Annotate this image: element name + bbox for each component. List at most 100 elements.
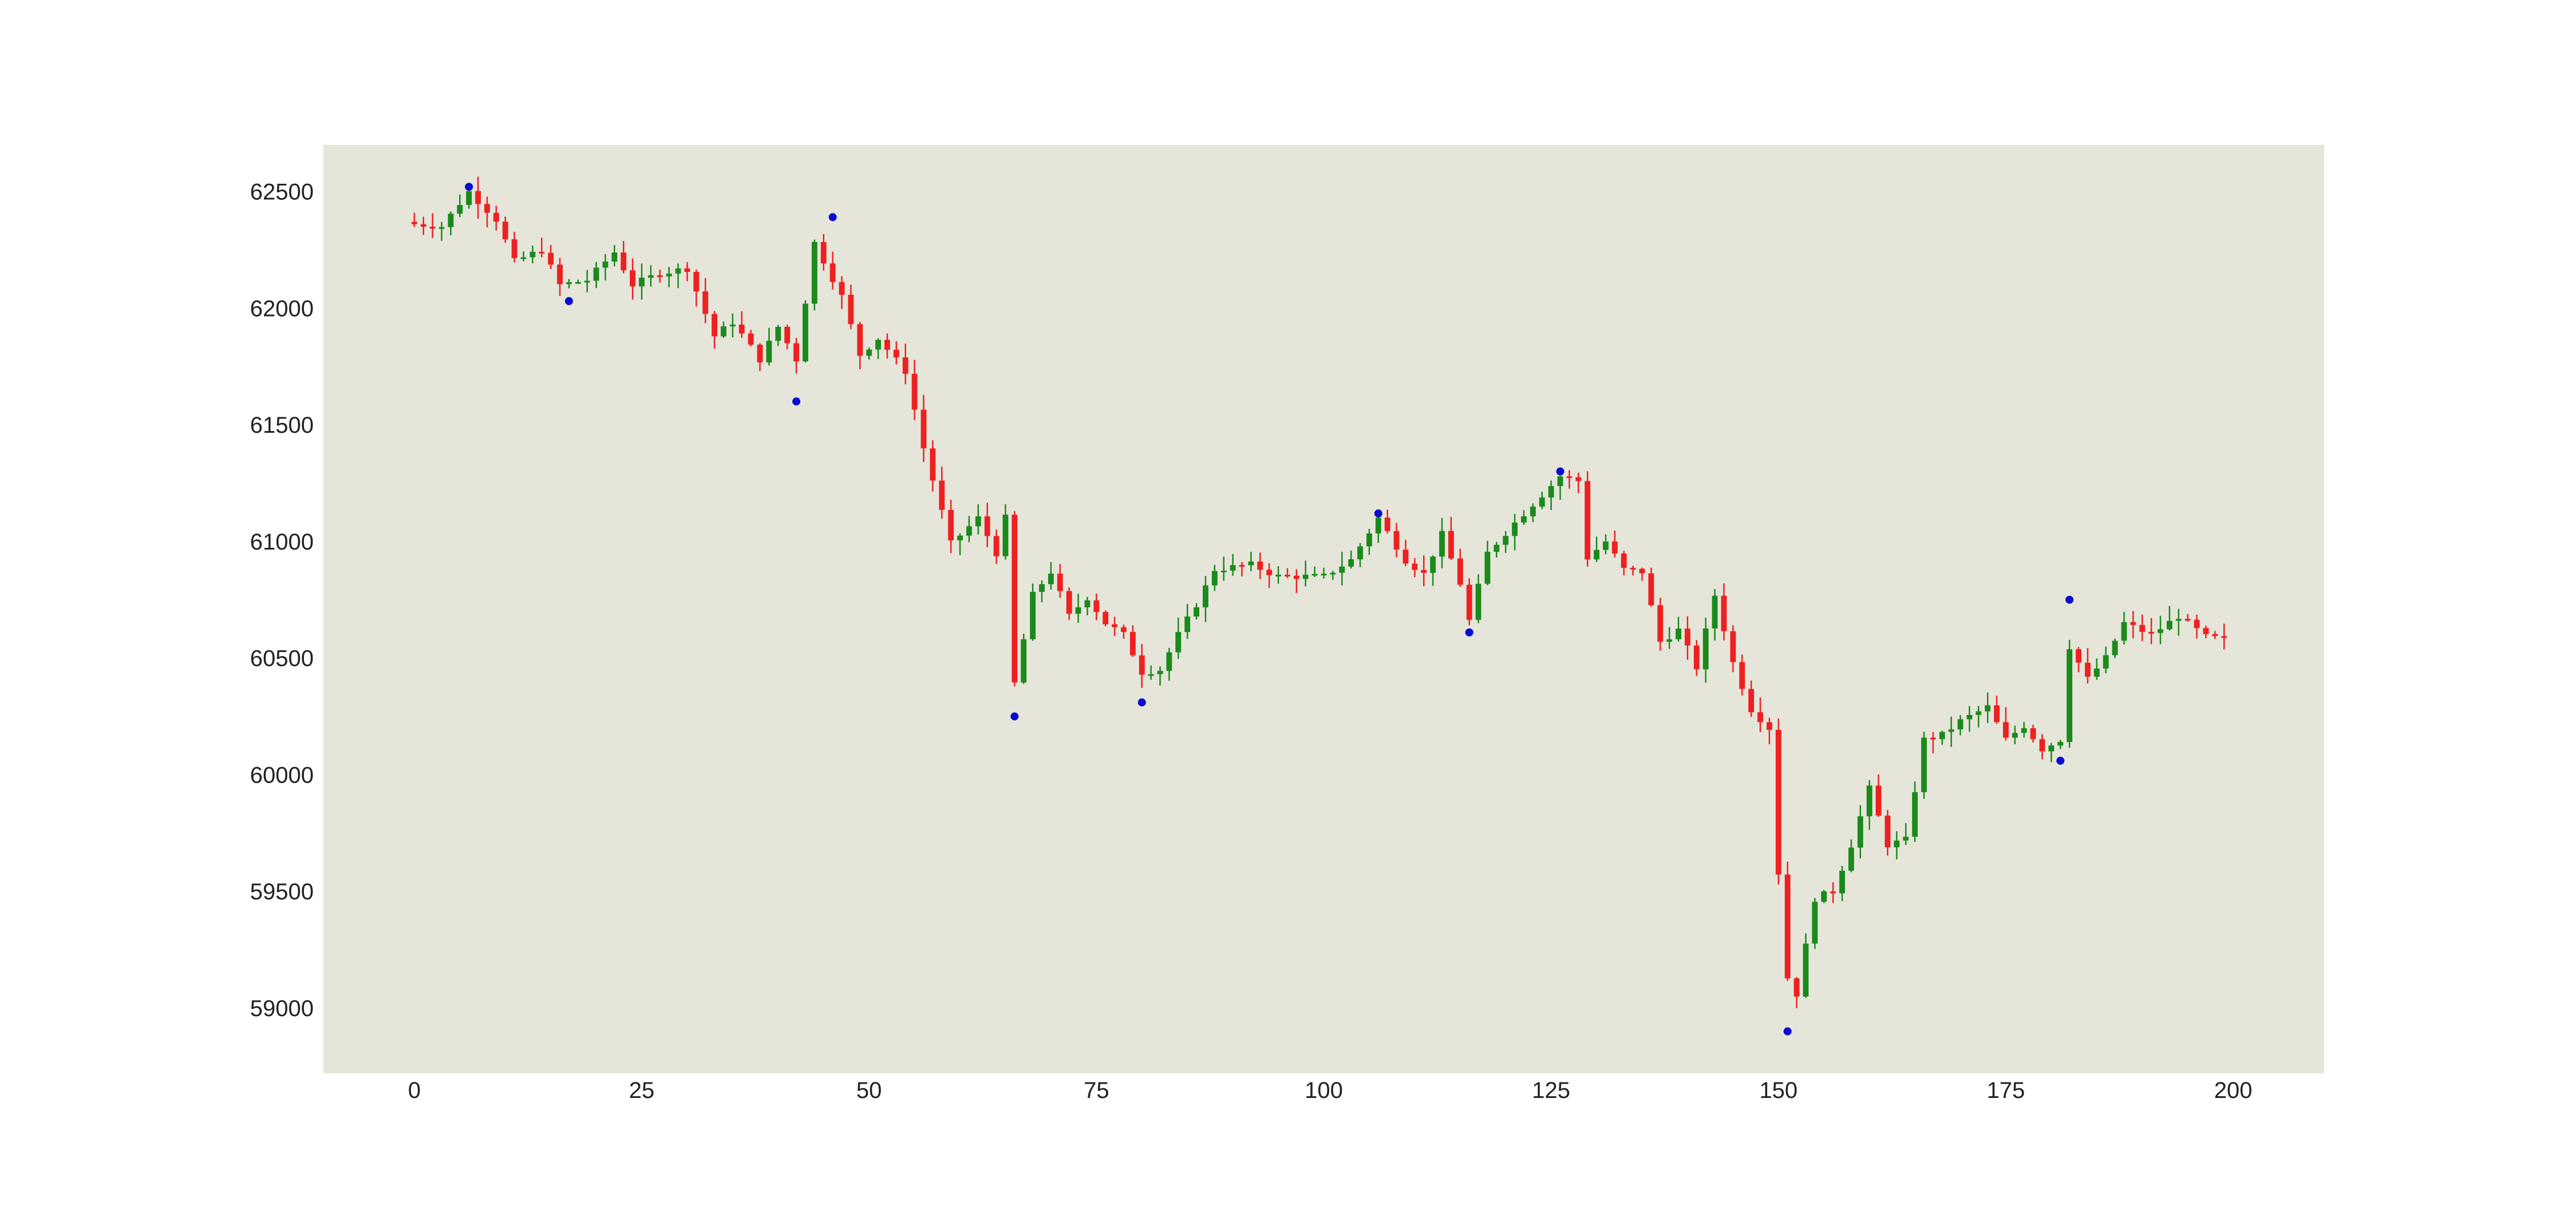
candle — [1166, 647, 1172, 681]
candle — [1266, 563, 1273, 588]
candle — [1767, 717, 1772, 745]
candle — [1812, 898, 1818, 949]
candle — [675, 263, 681, 289]
candle — [1021, 633, 1027, 684]
candle-body — [1357, 546, 1363, 560]
candle-body — [1521, 516, 1527, 523]
candle — [1075, 594, 1081, 623]
candle-body — [1175, 632, 1182, 653]
candle — [1575, 472, 1582, 493]
y-tick-label: 62500 — [250, 180, 314, 205]
candle-body — [1539, 497, 1545, 507]
y-tick-label: 61000 — [250, 530, 314, 555]
candle — [1275, 566, 1281, 584]
candle-body — [630, 270, 636, 287]
candle-body — [984, 516, 990, 536]
candle — [1057, 564, 1063, 598]
candle — [1875, 775, 1882, 817]
candle-body — [1884, 815, 1891, 848]
candle — [611, 245, 618, 267]
candle — [1512, 513, 1518, 551]
candle — [1348, 550, 1354, 569]
candle — [939, 467, 945, 519]
candle — [1339, 551, 1345, 586]
candle-body — [2167, 621, 2172, 630]
candle — [1430, 555, 1436, 586]
candle — [1676, 617, 1681, 642]
candle-body — [911, 373, 918, 410]
candle-body — [939, 480, 945, 510]
candle — [1630, 566, 1636, 576]
candle-body — [1857, 816, 1863, 848]
y-tick-label: 62000 — [250, 296, 314, 321]
candle — [948, 500, 954, 554]
candle-body — [1475, 583, 1481, 620]
candle-body — [2048, 745, 2055, 752]
candle-body — [1666, 639, 1673, 642]
candle-body — [1375, 517, 1381, 534]
candle-body — [1994, 705, 2000, 722]
candle-body — [920, 409, 927, 449]
candle-body — [857, 324, 863, 356]
candle — [1939, 730, 1945, 745]
x-tick-label: 50 — [856, 1078, 882, 1103]
candle-body — [602, 261, 609, 268]
candle-body — [2021, 728, 2027, 733]
candle-body — [1821, 891, 1827, 902]
candle — [1693, 640, 1700, 676]
candle-body — [593, 267, 599, 281]
candle-body — [1657, 605, 1664, 642]
y-tick-label: 59500 — [250, 879, 314, 904]
candle — [2203, 625, 2209, 639]
candle — [2221, 623, 2227, 650]
candle-body — [793, 343, 800, 362]
candle — [1657, 598, 1664, 651]
candle — [684, 262, 690, 282]
candle — [1830, 882, 1836, 903]
candle — [1903, 823, 1909, 846]
candle — [2103, 646, 2109, 674]
marker-point — [465, 183, 473, 191]
x-tick-label: 150 — [1759, 1078, 1797, 1103]
candle-body — [2085, 662, 2091, 677]
candle-body — [1630, 567, 1636, 570]
candle — [784, 325, 791, 350]
candle — [1466, 578, 1472, 626]
marker-point — [1465, 628, 1473, 637]
candle — [839, 276, 845, 309]
candle-body — [729, 324, 736, 327]
marker-point — [1374, 509, 1382, 517]
candle — [530, 246, 536, 263]
candle-body — [1002, 515, 1009, 556]
candle-body — [1430, 556, 1436, 573]
candle-body — [1875, 785, 1882, 816]
candle — [1103, 610, 1109, 627]
candle — [2012, 725, 2018, 744]
candle — [1803, 933, 1809, 998]
candle — [1884, 809, 1891, 856]
candle — [1639, 567, 1645, 581]
candle-body — [539, 251, 545, 254]
candle-body — [2194, 619, 2200, 629]
candle — [438, 222, 445, 241]
candle-body — [420, 224, 426, 227]
candle-body — [1793, 978, 1800, 997]
candle — [803, 300, 808, 363]
candle-body — [621, 252, 627, 271]
marker-point — [2065, 595, 2074, 604]
candle-body — [684, 268, 690, 272]
candle — [1402, 539, 1409, 566]
candle-body — [775, 326, 781, 341]
candle — [1621, 551, 1627, 576]
x-tick-label: 100 — [1305, 1078, 1343, 1103]
candle — [2158, 615, 2163, 645]
candle — [1566, 470, 1573, 489]
candle — [557, 258, 563, 296]
candle-body — [1321, 574, 1327, 576]
candle — [793, 338, 800, 374]
candle — [1220, 556, 1227, 581]
candle — [1302, 560, 1309, 587]
candle-body — [1494, 544, 1500, 552]
candle-body — [1021, 639, 1027, 683]
